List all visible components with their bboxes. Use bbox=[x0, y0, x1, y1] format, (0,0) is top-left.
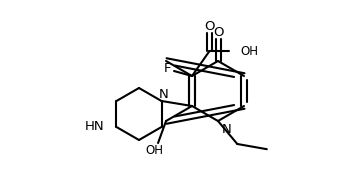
Text: O: O bbox=[204, 20, 214, 33]
Text: N: N bbox=[222, 123, 232, 136]
Text: F: F bbox=[163, 62, 171, 75]
Text: N: N bbox=[159, 87, 168, 100]
Text: OH: OH bbox=[240, 45, 258, 58]
Text: O: O bbox=[213, 25, 223, 38]
Text: HN: HN bbox=[85, 120, 104, 133]
Text: OH: OH bbox=[145, 145, 163, 158]
